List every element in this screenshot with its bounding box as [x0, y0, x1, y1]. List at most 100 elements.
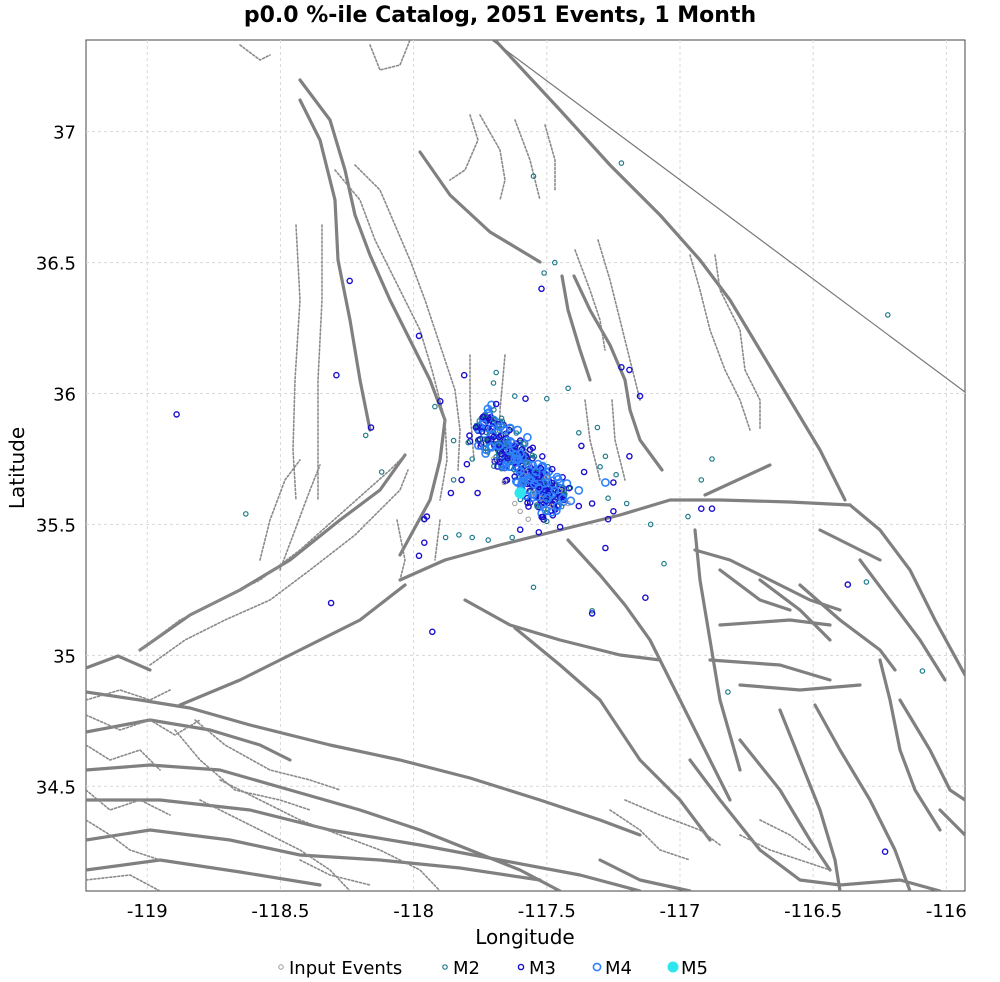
cluster-event-marker — [524, 499, 531, 507]
event-marker-m3 — [415, 552, 423, 560]
event-marker-m3 — [588, 610, 596, 617]
fault-map — [86, 40, 965, 891]
event-marker-m4 — [499, 425, 509, 435]
legend-marker-input — [278, 964, 284, 970]
event-marker-m2 — [530, 173, 537, 180]
event-marker-m3 — [447, 489, 455, 497]
cluster-event-marker — [538, 513, 546, 521]
event-marker-m4 — [558, 493, 568, 503]
event-marker-m3 — [428, 628, 436, 636]
chart-title: p0.0 %-ile Catalog, 2051 Events, 1 Month — [244, 3, 756, 28]
event-marker-m2 — [442, 534, 449, 541]
y-tick-label: 37 — [53, 123, 76, 144]
event-marker-m4 — [542, 478, 552, 487]
event-marker-m2 — [594, 424, 601, 431]
event-marker-m4 — [494, 441, 504, 451]
event-marker-input — [565, 500, 571, 507]
x-tick-label: -117 — [660, 901, 701, 922]
legend-label-m2: M2 — [453, 958, 480, 979]
event-marker-m3 — [458, 476, 465, 484]
event-marker-m3 — [420, 539, 428, 547]
event-marker-m4 — [566, 496, 576, 506]
event-marker-m2 — [469, 534, 476, 541]
y-tick-label: 35 — [53, 646, 76, 667]
event-marker-m2 — [623, 500, 630, 507]
y-tick-label: 36 — [53, 384, 76, 405]
event-marker-m2 — [378, 469, 385, 475]
event-marker-m3 — [333, 371, 340, 379]
y-tick-label: 34.5 — [36, 777, 76, 798]
cluster-event-marker — [496, 458, 504, 466]
event-marker-m2 — [469, 456, 476, 462]
event-marker-m2 — [543, 395, 550, 402]
event-marker-m3 — [538, 285, 545, 293]
cluster-event-marker — [553, 474, 563, 484]
event-marker-m2 — [243, 511, 249, 517]
cluster-event-marker — [498, 415, 505, 422]
event-marker-input — [490, 456, 497, 462]
event-marker-m2 — [511, 393, 518, 399]
cluster-event-marker — [486, 441, 495, 451]
event-marker-m2 — [919, 668, 926, 674]
legend-marker-m5 — [667, 961, 679, 973]
event-marker-m2 — [551, 259, 558, 266]
x-axis-label: Longitude — [475, 925, 574, 949]
legend-label-m5: M5 — [681, 958, 708, 979]
event-marker-m4 — [510, 454, 520, 464]
x-axis: -119 -118.5 -118 -117.5 -117 -116.5 -116 — [127, 901, 967, 922]
event-marker-m3 — [506, 426, 513, 434]
event-marker-input — [512, 500, 518, 507]
cluster-event-marker — [472, 424, 480, 431]
cluster-event-marker — [565, 484, 573, 492]
event-marker-m3 — [602, 544, 609, 552]
event-marker-input — [517, 508, 523, 514]
event-marker-m2 — [602, 453, 609, 460]
event-marker-m3 — [516, 526, 524, 534]
event-marker-m3 — [173, 411, 180, 418]
cluster-event-marker — [529, 452, 536, 459]
event-marker-m3 — [618, 363, 625, 371]
event-marker-m2 — [661, 560, 667, 567]
legend-label-input: Input Events — [289, 958, 402, 979]
legend-marker-m2 — [442, 964, 448, 970]
legend-label-m3: M3 — [529, 958, 556, 979]
event-marker-m4 — [601, 478, 610, 487]
cluster-event-marker — [491, 406, 497, 413]
event-marker-m3 — [588, 500, 596, 507]
event-marker-m3 — [463, 460, 471, 468]
event-marker-m4 — [515, 467, 525, 477]
event-points — [173, 160, 926, 856]
event-marker-m3 — [708, 505, 716, 513]
event-marker-m3 — [610, 479, 617, 486]
event-marker-m3 — [474, 489, 481, 497]
event-marker-m2 — [362, 432, 369, 439]
x-tick-label: -116.5 — [784, 901, 842, 922]
event-marker-m4 — [542, 493, 552, 503]
event-marker-m3 — [575, 502, 583, 510]
boundary-line — [491, 40, 965, 393]
legend-marker-m4 — [592, 962, 602, 972]
event-marker-m3 — [698, 505, 705, 513]
cluster-event-marker — [466, 432, 473, 439]
cluster-event-marker — [476, 435, 484, 443]
event-marker-m2 — [575, 429, 582, 436]
event-marker-m3 — [479, 413, 487, 421]
event-marker-input — [525, 516, 531, 522]
event-marker-m4 — [550, 485, 560, 495]
event-marker-m3 — [610, 507, 617, 515]
event-marker-m4 — [574, 485, 584, 495]
event-marker-m3 — [420, 515, 428, 523]
y-axis-label: Latitude — [5, 427, 29, 509]
event-marker-m2 — [450, 437, 457, 444]
event-marker-m2 — [685, 513, 691, 520]
legend: Input Events M2 M3 M4 M5 — [278, 958, 708, 979]
cluster-event-marker — [501, 462, 511, 471]
cluster-event-marker — [525, 503, 532, 510]
event-marker-m3 — [535, 529, 543, 536]
event-marker-m4 — [553, 501, 562, 511]
event-marker-m3 — [415, 332, 423, 340]
cluster-event-marker — [504, 454, 512, 462]
cluster-event-marker — [465, 439, 472, 446]
event-marker-m3 — [436, 397, 444, 405]
cluster-event-marker — [549, 465, 556, 473]
